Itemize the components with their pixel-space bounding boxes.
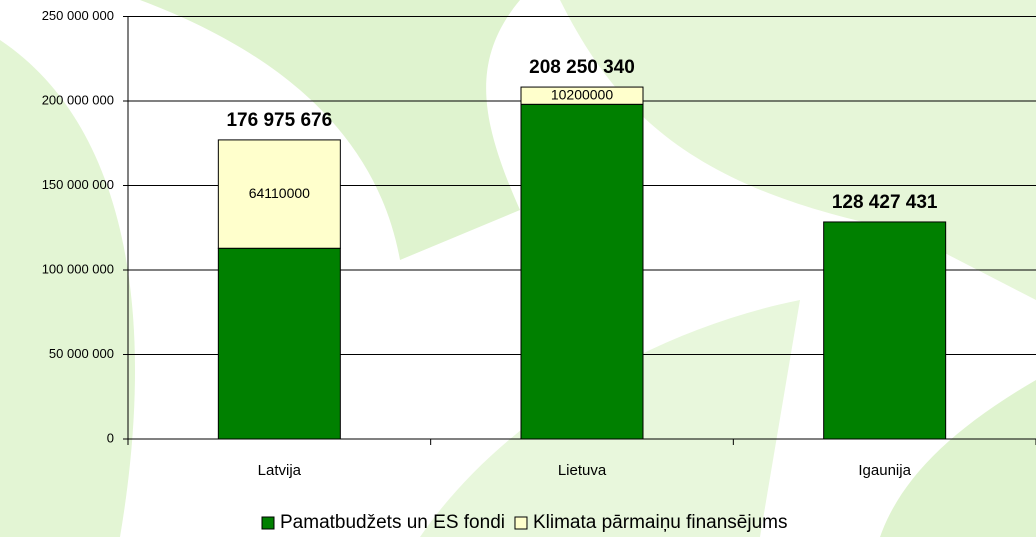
chart: 0 50 000 000 100 000 000 150 000 000 200 000… <box>0 0 1036 537</box>
legend-swatch <box>515 517 527 529</box>
page: 0 50 000 000 100 000 000 150 000 000 200 000… <box>0 0 1036 537</box>
y-tick-label: 100 000 000 <box>42 261 114 276</box>
total-label: 208 250 340 <box>529 57 635 78</box>
segment-label: 64110000 <box>249 185 310 201</box>
total-label: 128 427 431 <box>832 192 938 213</box>
total-label: 176 975 676 <box>226 110 332 131</box>
segment-label: 10200000 <box>551 86 614 102</box>
y-tick-label: 50 000 000 <box>49 346 114 361</box>
y-tick-label: 200 000 000 <box>42 92 114 107</box>
legend-label: Klimata pārmaiņu finansējums <box>533 512 788 533</box>
legend-label: Pamatbudžets un ES fondi <box>280 512 505 533</box>
y-tick-label: 250 000 000 <box>42 8 114 23</box>
legend-swatch <box>262 517 274 529</box>
x-tick-label: Igaunija <box>858 462 911 479</box>
bar-segment <box>521 104 643 439</box>
y-tick-label: 150 000 000 <box>42 177 114 192</box>
bar-segment <box>824 222 946 439</box>
x-tick-label: Latvija <box>258 462 302 479</box>
y-tick-label: 0 <box>107 430 114 445</box>
bar-segment <box>218 248 340 439</box>
x-tick-label: Lietuva <box>558 462 607 479</box>
